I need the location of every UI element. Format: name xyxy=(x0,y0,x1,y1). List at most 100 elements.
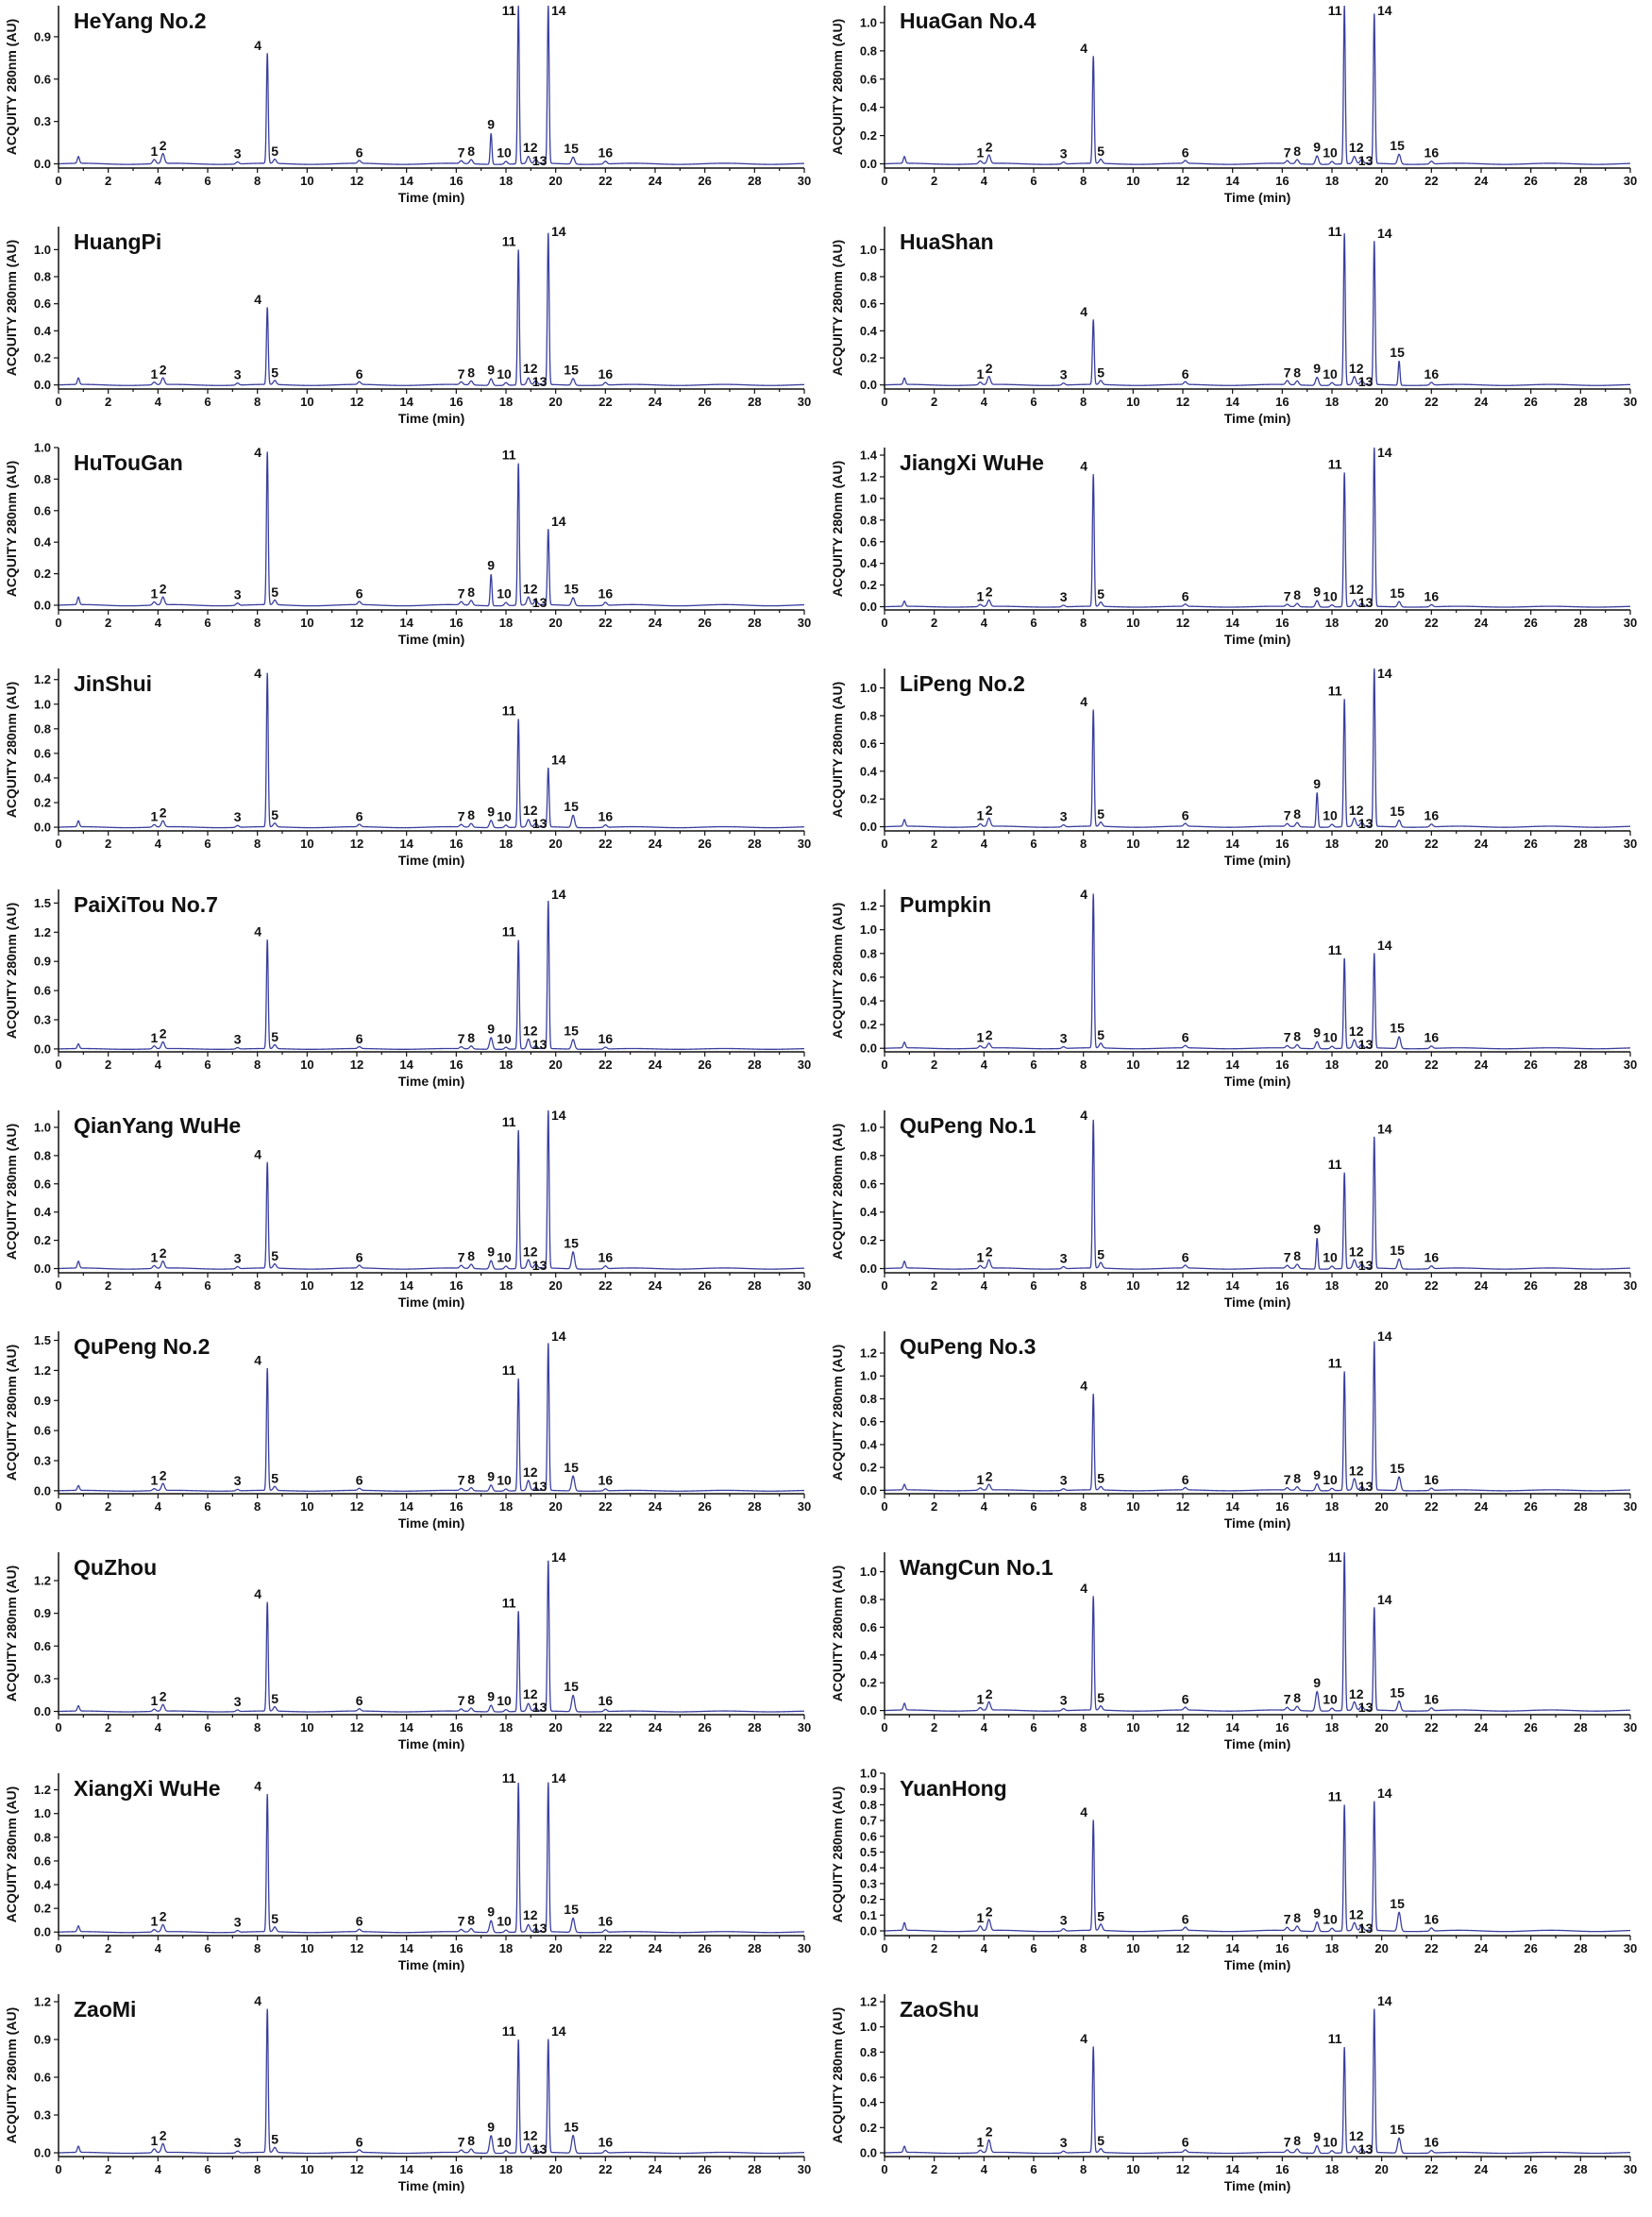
x-tick-label: 22 xyxy=(1424,1720,1438,1735)
x-tick-label: 6 xyxy=(204,395,211,409)
peak-label: 12 xyxy=(1349,803,1364,818)
x-tick-label: 16 xyxy=(1275,1941,1289,1955)
x-tick-label: 8 xyxy=(254,1941,261,1955)
peak-label: 3 xyxy=(234,809,242,824)
x-tick-label: 26 xyxy=(1524,1278,1537,1293)
x-tick-label: 22 xyxy=(598,1278,612,1293)
peak-label: 5 xyxy=(1097,586,1104,601)
x-tick-label: 16 xyxy=(1275,616,1289,630)
y-tick-label: 0.8 xyxy=(860,1392,877,1406)
peak-label: 2 xyxy=(986,1686,993,1701)
y-tick-label: 0.6 xyxy=(34,1424,51,1438)
y-tick-label: 1.2 xyxy=(860,899,877,913)
peak-label: 6 xyxy=(356,1250,363,1265)
peak-label: 12 xyxy=(523,803,538,818)
x-tick-label: 22 xyxy=(598,1058,612,1072)
chromatogram-panel: 0 2 4 6 8 10 12 14 16 18 20 22 24 26 28 30 0.0 0.3 0.6 0.9 T… xyxy=(0,0,826,221)
peak-label: 7 xyxy=(1284,145,1291,161)
chart-title: HuaShan xyxy=(900,229,994,254)
x-tick-label: 10 xyxy=(300,837,313,851)
y-tick-label: 1.4 xyxy=(860,448,878,463)
peak-label: 7 xyxy=(458,808,465,823)
x-tick-label: 2 xyxy=(105,616,111,630)
chromatogram-trace xyxy=(58,232,804,386)
x-tick-label: 20 xyxy=(1374,1278,1388,1293)
x-tick-label: 12 xyxy=(350,2162,363,2176)
x-tick-label: 14 xyxy=(399,1499,413,1514)
peak-label: 6 xyxy=(1182,1692,1189,1707)
chromatogram-trace xyxy=(58,5,805,165)
x-tick-label: 6 xyxy=(1030,1278,1037,1293)
x-tick-label: 0 xyxy=(55,2162,61,2176)
x-tick-label: 0 xyxy=(55,1720,61,1735)
x-tick-label: 14 xyxy=(1225,174,1239,188)
peak-label: 8 xyxy=(1293,1690,1301,1705)
peak-label: 7 xyxy=(1284,1250,1291,1265)
peak-label: 13 xyxy=(1358,1921,1374,1936)
chart-title: QuZhou xyxy=(74,1555,157,1580)
peak-label: 3 xyxy=(234,1473,242,1488)
peak-label: 1 xyxy=(150,586,158,601)
x-tick-label: 12 xyxy=(350,1941,363,1955)
chromatogram-trace xyxy=(884,1119,1631,1270)
x-tick-label: 2 xyxy=(105,1499,111,1514)
y-tick-label: 0.6 xyxy=(34,1853,51,1868)
y-tick-label: 0.6 xyxy=(34,2071,51,2085)
peak-label: 3 xyxy=(1060,1912,1068,1927)
y-tick-label: 0.8 xyxy=(34,270,51,284)
x-tick-label: 28 xyxy=(748,174,761,188)
x-tick-label: 28 xyxy=(1574,395,1587,409)
x-tick-label: 4 xyxy=(155,395,162,409)
peak-label: 9 xyxy=(1313,776,1321,791)
peak-label: 12 xyxy=(523,1024,538,1039)
peak-label: 4 xyxy=(1080,41,1087,56)
x-tick-label: 18 xyxy=(1325,1499,1339,1514)
x-tick-label: 20 xyxy=(1374,616,1388,630)
peak-label: 9 xyxy=(487,1244,495,1260)
y-tick-label: 0.4 xyxy=(860,1648,878,1662)
peak-label: 5 xyxy=(271,2132,278,2147)
peak-label: 11 xyxy=(502,702,516,718)
x-tick-label: 10 xyxy=(1126,1499,1139,1514)
x-tick-label: 4 xyxy=(981,1720,988,1735)
y-tick-label: 0.8 xyxy=(860,270,877,284)
x-tick-label: 10 xyxy=(300,174,313,188)
y-tick-label: 0.4 xyxy=(860,2095,878,2109)
x-tick-label: 22 xyxy=(598,837,612,851)
peak-label: 5 xyxy=(1097,1908,1104,1923)
peak-label: 7 xyxy=(1284,1692,1291,1707)
x-axis-label: Time (min) xyxy=(1224,190,1291,205)
y-tick-label: 0.3 xyxy=(860,1876,877,1890)
x-tick-label: 4 xyxy=(981,2162,988,2176)
x-tick-label: 14 xyxy=(1225,395,1239,409)
chart-title: HuangPi xyxy=(74,229,161,254)
peak-label: 8 xyxy=(1293,1471,1301,1486)
peak-label: 9 xyxy=(487,1468,495,1483)
x-tick-label: 10 xyxy=(300,1499,313,1514)
x-axis-label: Time (min) xyxy=(398,1074,465,1089)
peak-label: 1 xyxy=(976,2134,984,2149)
y-tick-label: 0.6 xyxy=(860,736,877,751)
peak-label: 8 xyxy=(467,144,475,159)
peak-label: 10 xyxy=(497,145,512,161)
peak-label: 2 xyxy=(160,805,167,821)
peak-label: 6 xyxy=(1182,1912,1189,1927)
peak-label: 3 xyxy=(1060,2135,1068,2150)
x-tick-label: 30 xyxy=(1624,174,1637,188)
x-tick-label: 16 xyxy=(449,1720,463,1735)
peak-label: 7 xyxy=(458,586,465,601)
y-tick-label: 0.6 xyxy=(860,1176,877,1191)
x-tick-label: 16 xyxy=(449,1278,463,1293)
peak-label: 11 xyxy=(502,448,516,463)
peak-label: 12 xyxy=(523,582,538,597)
peak-label: 15 xyxy=(564,141,579,156)
peak-label: 5 xyxy=(271,1029,278,1044)
peak-label: 10 xyxy=(497,1914,512,1929)
x-tick-label: 4 xyxy=(155,1278,162,1293)
peak-label: 15 xyxy=(564,2119,579,2134)
peak-label: 6 xyxy=(356,366,363,381)
peak-label: 16 xyxy=(598,2134,614,2149)
y-axis-label: ACQUITY 280nm (AU) xyxy=(4,682,19,818)
x-tick-label: 14 xyxy=(399,395,413,409)
y-axis-label: ACQUITY 280nm (AU) xyxy=(830,19,845,155)
